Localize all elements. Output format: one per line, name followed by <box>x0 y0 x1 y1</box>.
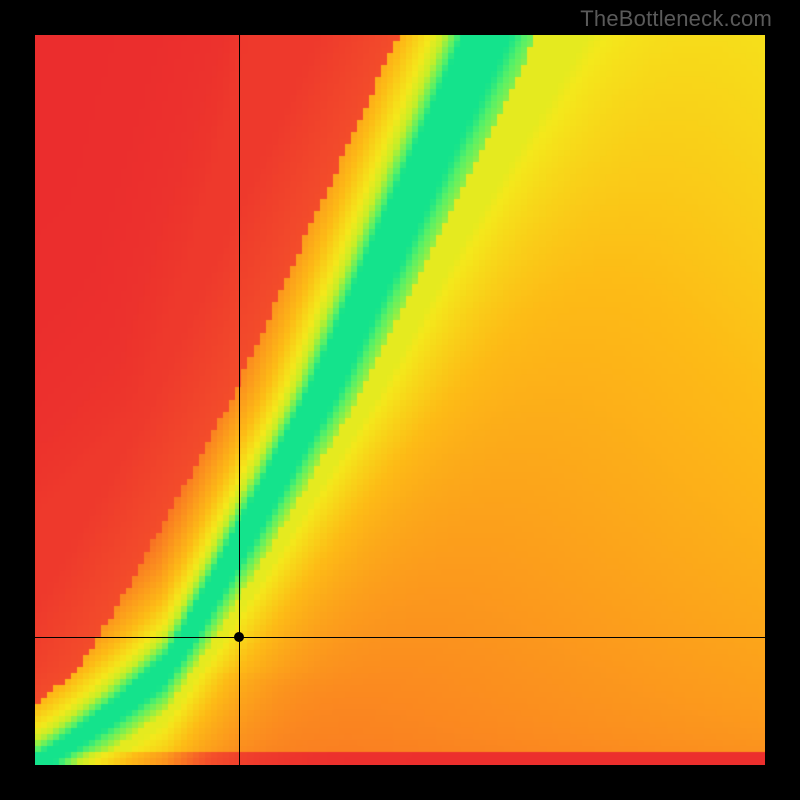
crosshair-horizontal <box>35 637 765 638</box>
chart-frame: TheBottleneck.com <box>0 0 800 800</box>
watermark-text: TheBottleneck.com <box>580 6 772 32</box>
heatmap-canvas <box>35 35 765 765</box>
crosshair-vertical <box>239 35 240 765</box>
marker-dot <box>234 632 244 642</box>
heatmap-plot <box>35 35 765 765</box>
